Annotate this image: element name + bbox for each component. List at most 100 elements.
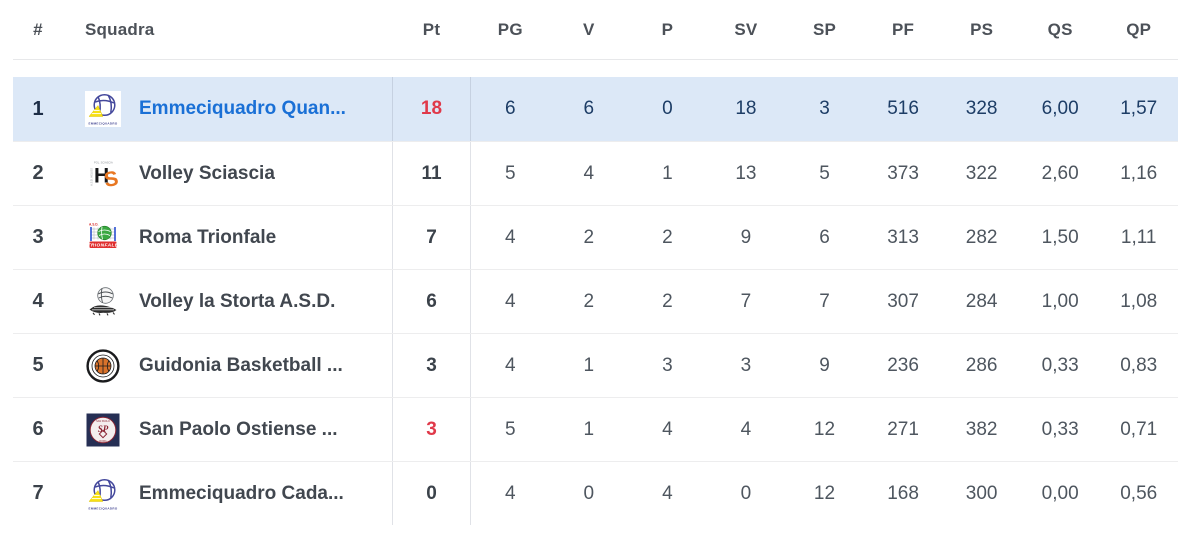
- wins-cell: 1: [583, 418, 595, 440]
- points-quotient-cell: 1,11: [1120, 226, 1157, 248]
- team-name-link[interactable]: Roma Trionfale: [139, 226, 277, 248]
- losses-cell: 3: [662, 354, 673, 376]
- team-cell[interactable]: SAN PAOLO SP ROMA San Paolo Ostiense ...: [63, 412, 392, 448]
- san-paolo-ostiense-logo: SAN PAOLO SP ROMA: [85, 412, 121, 448]
- header-pf: PF: [891, 19, 915, 39]
- points-for-cell: 373: [887, 162, 919, 184]
- played-cell: 4: [504, 354, 516, 376]
- points-cell: 3: [392, 334, 471, 397]
- svg-text:POL. SCIASCIA: POL. SCIASCIA: [94, 160, 113, 164]
- rank-cell: 1: [32, 97, 44, 120]
- sets-lost-cell: 5: [819, 162, 830, 184]
- header-ps: PS: [970, 19, 994, 39]
- guidonia-basketball-logo: [85, 348, 121, 384]
- sets-won-cell: 18: [735, 98, 757, 119]
- losses-cell: 0: [662, 98, 673, 119]
- rank-cell: 7: [32, 482, 44, 504]
- svg-text:TRIONFALE: TRIONFALE: [88, 242, 119, 248]
- set-quotient-cell: 2,60: [1041, 162, 1079, 184]
- table-row: 5 Guidonia Basketball ... 3 4 1 3 3 9 23…: [13, 333, 1178, 397]
- points-cell: 7: [392, 206, 471, 269]
- table-row: 4 Volley la Storta A.S.D. 6 4 2 2 7 7 30…: [13, 269, 1178, 333]
- wins-cell: 4: [583, 162, 595, 184]
- svg-text:SAN PAOLO: SAN PAOLO: [96, 419, 110, 422]
- points-against-cell: 382: [965, 418, 998, 440]
- sets-lost-cell: 3: [819, 98, 830, 119]
- team-name-link[interactable]: San Paolo Ostiense ...: [139, 418, 338, 440]
- team-name-link[interactable]: Emmeciquadro Quan...: [139, 98, 346, 119]
- played-cell: 5: [504, 162, 516, 184]
- rank-cell: 4: [32, 290, 44, 312]
- sets-won-cell: 0: [740, 482, 752, 504]
- wins-cell: 2: [583, 290, 595, 312]
- team-cell[interactable]: EMMECIQUADRO Emmeciquadro Quan...: [63, 91, 392, 127]
- points-for-cell: 516: [887, 98, 919, 119]
- sets-won-cell: 3: [740, 354, 752, 376]
- rank-cell: 5: [32, 354, 44, 376]
- sets-lost-cell: 6: [819, 226, 830, 248]
- team-name-link[interactable]: Volley la Storta A.S.D.: [139, 290, 336, 312]
- played-cell: 4: [504, 482, 516, 504]
- set-quotient-cell: 0,33: [1041, 418, 1079, 440]
- points-for-cell: 168: [887, 482, 919, 504]
- header-qp: QP: [1126, 19, 1152, 39]
- points-against-cell: 328: [965, 98, 998, 119]
- sets-won-cell: 4: [740, 418, 752, 440]
- header-rank: #: [33, 19, 43, 39]
- volley-la-storta-logo: [85, 283, 121, 320]
- header-qs: QS: [1047, 19, 1073, 39]
- set-quotient-cell: 6,00: [1041, 98, 1079, 119]
- points-for-cell: 313: [887, 226, 919, 248]
- svg-text:SP: SP: [98, 424, 109, 434]
- sets-won-cell: 9: [740, 226, 752, 248]
- header-gap: [13, 60, 1178, 77]
- emmeciquadro-logo: EMMECIQUADRO: [85, 475, 121, 512]
- team-cell[interactable]: EMMECIQUADRO Emmeciquadro Cada...: [63, 475, 392, 512]
- wins-cell: 2: [583, 226, 595, 248]
- team-name-link[interactable]: Emmeciquadro Cada...: [139, 482, 344, 504]
- points-quotient-cell: 1,16: [1120, 162, 1158, 184]
- losses-cell: 2: [662, 290, 673, 312]
- wins-cell: 6: [583, 98, 595, 119]
- losses-cell: 4: [662, 418, 673, 440]
- table-body: 1 EMMECIQUADRO Emmeciquadro Quan... 18 6…: [13, 77, 1178, 525]
- points-against-cell: 322: [965, 162, 998, 184]
- emmeciquadro-logo: EMMECIQUADRO: [85, 91, 121, 127]
- team-name-link[interactable]: Volley Sciascia: [139, 162, 275, 184]
- table-row: 6 SAN PAOLO SP ROMA San Paolo Ostiense .…: [13, 397, 1178, 461]
- rank-cell: 2: [32, 162, 44, 184]
- team-cell[interactable]: A.S.D. TRIONFALE Roma Trionfale: [63, 219, 392, 256]
- points-against-cell: 300: [965, 482, 998, 504]
- svg-text:EMMECIQUADRO: EMMECIQUADRO: [89, 506, 118, 510]
- svg-text:S: S: [102, 166, 120, 191]
- points-against-cell: 284: [965, 290, 998, 312]
- team-cell[interactable]: Volley la Storta A.S.D.: [63, 283, 392, 320]
- header-sp: SP: [812, 19, 837, 39]
- roma-trionfale-logo: A.S.D. TRIONFALE: [85, 219, 121, 256]
- header-pg: PG: [497, 19, 523, 39]
- points-quotient-cell: 1,57: [1120, 98, 1158, 119]
- losses-cell: 1: [662, 162, 673, 184]
- header-pt: Pt: [422, 19, 441, 39]
- played-cell: 4: [504, 290, 516, 312]
- header-squadra: Squadra: [85, 19, 155, 39]
- svg-text:ROMA: ROMA: [99, 440, 107, 443]
- header-sv: SV: [734, 19, 758, 39]
- svg-text:A.S.D.: A.S.D.: [89, 222, 99, 226]
- set-quotient-cell: 1,00: [1041, 290, 1079, 312]
- points-for-cell: 236: [887, 354, 919, 376]
- rank-cell: 6: [32, 418, 44, 440]
- team-cell[interactable]: POL. SCIASCIA A.S.D. HELIOS H S Volley S…: [63, 155, 392, 192]
- points-cell: 0: [392, 462, 471, 525]
- team-cell[interactable]: Guidonia Basketball ...: [63, 348, 392, 384]
- team-name-link[interactable]: Guidonia Basketball ...: [139, 354, 343, 376]
- sets-won-cell: 7: [740, 290, 752, 312]
- table-row: 1 EMMECIQUADRO Emmeciquadro Quan... 18 6…: [13, 77, 1178, 141]
- table-row: 7 EMMECIQUADRO Emmeciquadro Cada... 0 4 …: [13, 461, 1178, 525]
- header-p: P: [661, 19, 674, 39]
- svg-text:A.S.D. HELIOS: A.S.D. HELIOS: [90, 167, 94, 185]
- sets-lost-cell: 12: [813, 482, 836, 504]
- points-for-cell: 271: [887, 418, 919, 440]
- points-cell: 3: [392, 398, 471, 461]
- points-for-cell: 307: [887, 290, 919, 312]
